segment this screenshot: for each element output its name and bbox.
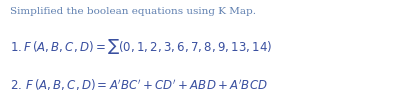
- Text: $2.\, F\,(A, B, C, D) = A'BC' + CD' + ABD + A'BCD$: $2.\, F\,(A, B, C, D) = A'BC' + CD' + AB…: [10, 77, 268, 93]
- Text: Simplified the boolean equations using K Map.: Simplified the boolean equations using K…: [10, 7, 256, 16]
- Text: $\mathit{1.F}\,(A, B, C, D) = \sum(0, 1, 2, 3, 6, 7, 8, 9, 13, 14)$: $\mathit{1.F}\,(A, B, C, D) = \sum(0, 1,…: [10, 37, 273, 56]
